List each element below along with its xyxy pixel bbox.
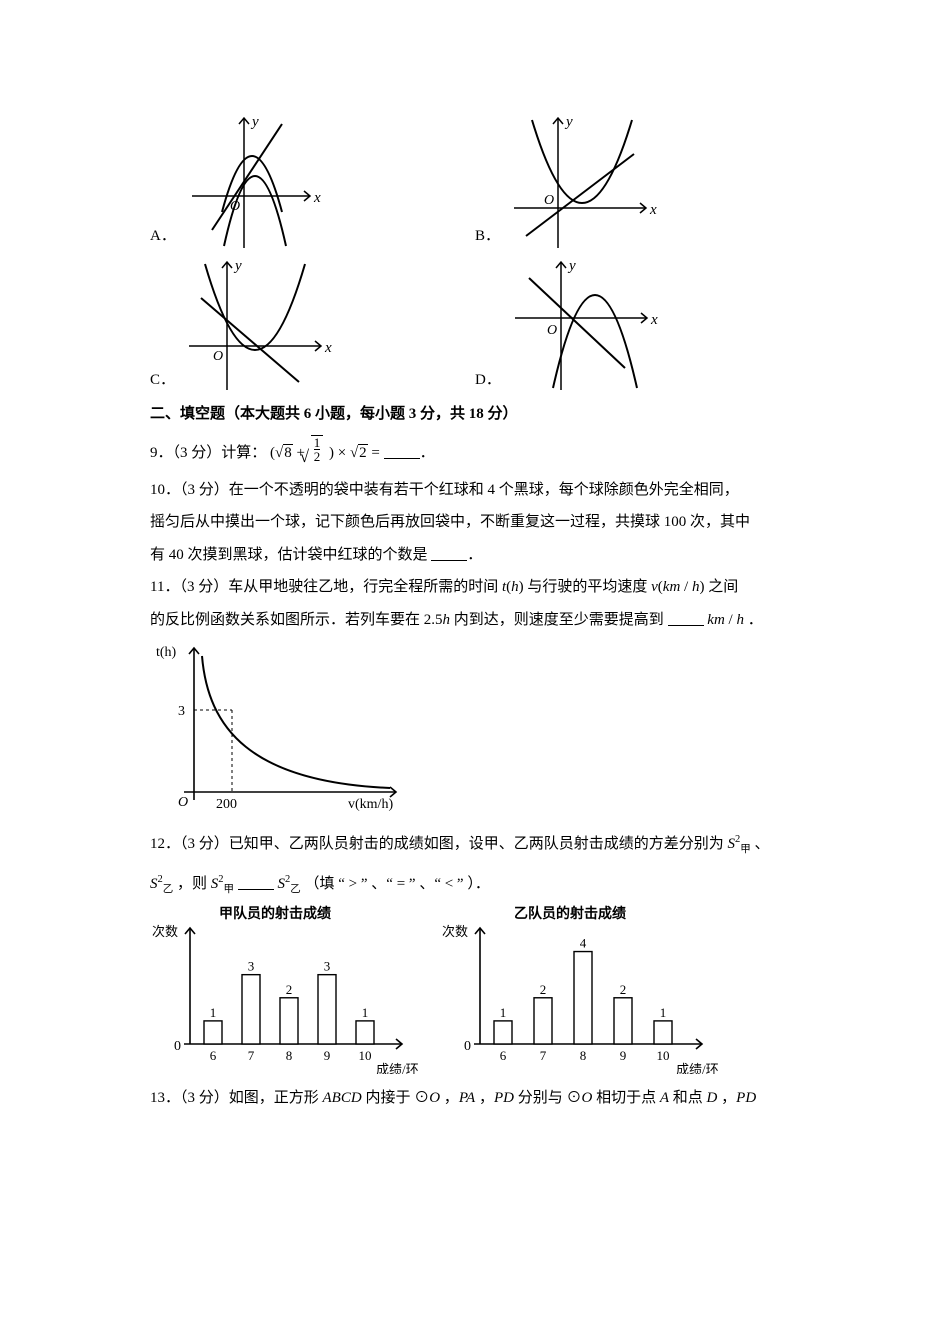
svg-text:x: x [650, 312, 658, 328]
question-11-line1: 11．（3 分）车从甲地驶往乙地，行完全程所需的时间 t(h) 与行驶的平均速度… [150, 573, 800, 602]
question-13: 13．（3 分）如图，正方形 ABCD 内接于 ⊙O ，PA ，PD 分别与 ⊙… [150, 1084, 800, 1113]
question-10-line3: 有 40 次摸到黑球，估计袋中红球的个数是 ． [150, 541, 800, 570]
q11-blank [668, 610, 704, 626]
q12-chart-jia: 甲队员的射击成绩次数 0 1 6 3 7 2 8 3 9 1 10 成绩/环 [150, 904, 420, 1074]
q11-ylabel: t(h) [156, 645, 177, 660]
option-D-label: D． [475, 366, 501, 395]
svg-text:1: 1 [500, 1005, 507, 1020]
svg-text:1: 1 [210, 1005, 217, 1020]
q10-blank [431, 545, 467, 561]
svg-text:x: x [324, 340, 332, 356]
svg-text:10: 10 [359, 1048, 372, 1063]
svg-text:x: x [649, 202, 657, 218]
svg-text:9: 9 [324, 1048, 331, 1063]
q11-graph: t(h) 3 O 200 v(km/h) [150, 638, 800, 818]
q9-expression: (√8 + √ 1 2 ) × √2 = [270, 445, 384, 461]
svg-text:O: O [544, 193, 554, 208]
q9-prefix: 9．（3 分）计算： [150, 445, 266, 461]
option-A-graph: x y O [182, 110, 332, 250]
q11-xtick: 200 [216, 797, 237, 812]
svg-text:成绩/环: 成绩/环 [676, 1062, 719, 1074]
svg-text:8: 8 [286, 1048, 293, 1063]
svg-text:1: 1 [660, 1005, 667, 1020]
q11-xlabel: v(km/h) [348, 797, 393, 812]
svg-text:9: 9 [620, 1048, 627, 1063]
svg-text:7: 7 [248, 1048, 255, 1063]
q11-ytick: 3 [178, 704, 185, 719]
question-11-line2: 的反比例函数关系如图所示．若列车要在 2.5h 内到达，则速度至少需要提高到 k… [150, 606, 800, 635]
svg-text:10: 10 [657, 1048, 670, 1063]
axis-y-label: y [250, 114, 259, 130]
svg-text:4: 4 [580, 936, 587, 951]
question-10-line1: 10．（3 分）在一个不透明的袋中装有若干个红球和 4 个黑球，每个球除颜色外完… [150, 476, 800, 505]
axis-origin: O [230, 199, 240, 214]
options-row-2: C． x y O [150, 254, 800, 394]
svg-text:y: y [564, 114, 573, 130]
svg-text:6: 6 [210, 1048, 217, 1063]
option-D-block: D． [475, 254, 800, 394]
question-12-line2: S2乙 ，则 S2甲 S2乙 （填 “ > ” 、“ = ” 、“ < ” ）． [150, 870, 800, 900]
svg-text:8: 8 [580, 1048, 587, 1063]
option-A-label: A． [150, 222, 176, 251]
question-9: 9．（3 分）计算： (√8 + √ 1 2 ) × √2 = ． [150, 435, 800, 472]
q12-chart-yi: 乙队员的射击成绩次数 0 1 6 2 7 4 8 2 9 1 10 成绩/环 [440, 904, 720, 1074]
svg-text:2: 2 [540, 982, 547, 997]
axis-x-label: x [313, 190, 321, 206]
svg-text:7: 7 [540, 1048, 547, 1063]
q9-blank [384, 443, 420, 459]
svg-text:2: 2 [286, 982, 293, 997]
option-A-block: A． [150, 110, 475, 250]
option-B-label: B． [475, 222, 500, 251]
q12-hint: （填 “ > ” 、“ = ” 、“ < ” ）． [305, 876, 490, 892]
option-D-graph: x y O [507, 254, 667, 394]
svg-text:1: 1 [362, 1005, 369, 1020]
page-root: A． [0, 0, 950, 1177]
question-12-line1: 12．（3 分）已知甲、乙两队员射击的成绩如图，设甲、乙两队员射击成绩的方差分别… [150, 830, 800, 860]
q11-origin: O [178, 795, 188, 810]
q9-suffix: ． [420, 445, 435, 461]
option-C-label: C． [150, 366, 175, 395]
svg-text:y: y [567, 258, 576, 274]
svg-text:次数: 次数 [442, 924, 468, 939]
svg-text:甲队员的射击成绩: 甲队员的射击成绩 [219, 905, 331, 922]
svg-text:y: y [233, 258, 242, 274]
svg-text:3: 3 [324, 959, 331, 974]
option-B-block: B． [475, 110, 800, 250]
svg-text:2: 2 [620, 982, 627, 997]
q10-c-suffix: ． [467, 547, 482, 563]
svg-text:6: 6 [500, 1048, 507, 1063]
svg-text:乙队员的射击成绩: 乙队员的射击成绩 [514, 905, 626, 922]
svg-text:0: 0 [464, 1039, 471, 1054]
q12-charts-row: 甲队员的射击成绩次数 0 1 6 3 7 2 8 3 9 1 10 成绩/环 乙队员的射击成绩次数 0 1 6… [150, 904, 800, 1074]
q10-c-prefix: 有 40 次摸到黑球，估计袋中红球的个数是 [150, 547, 431, 563]
q12-blank [238, 874, 274, 890]
svg-text:3: 3 [248, 959, 255, 974]
option-C-graph: x y O [181, 254, 341, 394]
option-C-block: C． x y O [150, 254, 475, 394]
option-B-graph: x y O [506, 110, 666, 250]
svg-text:次数: 次数 [152, 924, 178, 939]
svg-text:O: O [213, 349, 223, 364]
question-10-line2: 摇匀后从中摸出一个球，记下颜色后再放回袋中，不断重复这一过程，共摸球 100 次… [150, 508, 800, 537]
section-2-title: 二、填空题（本大题共 6 小题，每小题 3 分，共 18 分） [150, 400, 800, 429]
svg-text:0: 0 [174, 1039, 181, 1054]
options-row-1: A． [150, 110, 800, 250]
svg-text:O: O [547, 323, 557, 338]
svg-text:成绩/环: 成绩/环 [376, 1062, 419, 1074]
